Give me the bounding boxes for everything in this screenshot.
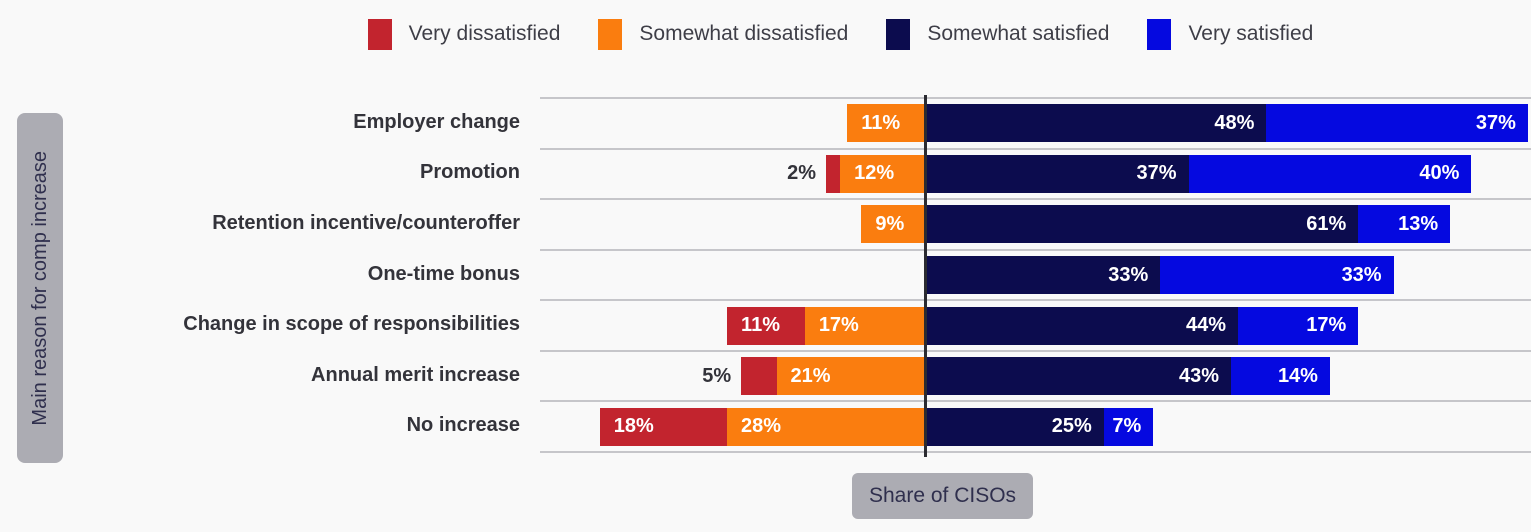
somewhat-satisfied-segment: 48% [927,104,1267,143]
bar-row: 11% 48% 37% [540,99,1531,150]
legend-item: Somewhat dissatisfied [598,18,849,50]
x-axis-label: Share of CISOs [868,484,1017,507]
somewhat-dissatisfied-segment: 12% [840,154,925,193]
bar-row: 18% 28% 25% 7% [540,402,1531,454]
bar-row: 5% 21% 43% 14% [540,352,1531,403]
legend-item: Somewhat satisfied [886,18,1110,50]
legend-label: Very dissatisfied [408,22,561,45]
dissatisfied-bar-group: 9% [861,205,925,244]
satisfied-bar-group: 44% 17% [927,306,1359,345]
legend-label: Very satisfied [1188,22,1314,45]
very-satisfied-segment: 13% [1358,205,1451,244]
legend-label: Somewhat dissatisfied [639,22,849,45]
legend-swatch-icon [886,18,911,50]
category-label: No increase [406,414,520,437]
legend-item: Very satisfied [1147,18,1314,50]
dissatisfied-bar-group: 2% 12% [787,154,925,193]
satisfied-bar-group: 33% 33% [927,256,1394,295]
dissatisfied-bar-group: 11% [847,104,925,143]
plot-area: 11% 48% 37% 2% 12% 37% 40% 9% 61% 13% 33% 33% 11% 17%… [540,95,1531,457]
category-label: Employer change [353,110,520,133]
very-satisfied-segment: 33% [1160,256,1394,295]
legend-swatch-icon [598,18,623,50]
somewhat-dissatisfied-segment: 9% [861,205,925,244]
satisfied-bar-group: 48% 37% [927,104,1528,143]
somewhat-satisfied-segment: 61% [927,205,1359,244]
category-labels: Employer change Promotion Retention incent… [0,97,520,451]
very-satisfied-segment: 40% [1188,154,1472,193]
dissatisfied-bar-group: 11% 17% [727,306,925,345]
chart-legend: Very dissatisfied Somewhat dissatisfied So… [0,14,1531,54]
bar-row: 9% 61% 13% [540,200,1531,251]
legend-item: Very dissatisfied [367,18,561,50]
dissatisfied-bar-group: 18% 28% [599,407,925,446]
somewhat-satisfied-segment: 43% [927,357,1231,396]
somewhat-dissatisfied-segment: 21% [776,357,925,396]
satisfied-bar-group: 43% 14% [927,357,1330,396]
somewhat-dissatisfied-segment: 11% [847,104,925,143]
y-axis-label-badge: Main reason for comp increase [17,113,63,463]
somewhat-dissatisfied-segment: 28% [727,407,925,446]
legend-swatch-icon [1147,18,1172,50]
category-label: Change in scope of responsibilities [183,313,520,336]
bar-row: 2% 12% 37% 40% [540,150,1531,201]
category-label: Retention incentive/counteroffer [212,211,520,234]
very-satisfied-segment: 37% [1266,104,1528,143]
somewhat-satisfied-segment: 25% [927,407,1104,446]
satisfied-bar-group: 61% 13% [927,205,1451,244]
somewhat-satisfied-segment: 37% [927,154,1189,193]
very-satisfied-segment: 14% [1231,357,1330,396]
very-satisfied-segment: 7% [1103,407,1154,446]
x-axis-label-badge: Share of CISOs [852,473,1033,519]
dissatisfied-bar-group: 5% 21% [702,357,925,396]
very-dissatisfied-segment [741,357,777,396]
very-dissatisfied-segment [826,154,841,193]
somewhat-satisfied-segment: 44% [927,306,1239,345]
very-dissatisfied-segment: 11% [727,306,805,345]
very-dissatisfied-segment: 18% [599,407,728,446]
bar-row: 33% 33% [540,251,1531,302]
category-label: Promotion [420,161,520,184]
satisfied-bar-group: 37% 40% [927,154,1472,193]
category-label: Annual merit increase [311,363,520,386]
zero-axis-line [924,95,927,457]
bar-row: 11% 17% 44% 17% [540,301,1531,352]
somewhat-satisfied-segment: 33% [927,256,1161,295]
category-label: One-time bonus [367,262,520,285]
legend-label: Somewhat satisfied [927,22,1110,45]
very-satisfied-segment: 17% [1238,306,1359,345]
somewhat-dissatisfied-segment: 17% [804,306,925,345]
satisfied-bar-group: 25% 7% [927,407,1154,446]
segment-value-label-outside: 5% [702,364,732,387]
legend-swatch-icon [367,18,392,50]
segment-value-label-outside: 2% [787,162,817,185]
